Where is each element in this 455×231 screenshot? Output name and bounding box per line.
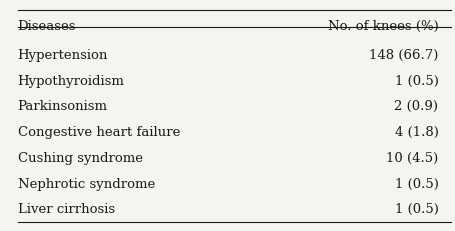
Text: Liver cirrhosis: Liver cirrhosis xyxy=(18,202,115,215)
Text: 4 (1.8): 4 (1.8) xyxy=(394,125,437,138)
Text: Hypothyroidism: Hypothyroidism xyxy=(18,74,124,87)
Text: Diseases: Diseases xyxy=(18,20,76,33)
Text: 1 (0.5): 1 (0.5) xyxy=(394,177,437,190)
Text: 148 (66.7): 148 (66.7) xyxy=(368,49,437,62)
Text: Nephrotic syndrome: Nephrotic syndrome xyxy=(18,177,155,190)
Text: No. of knees (%): No. of knees (%) xyxy=(327,20,437,33)
Text: Hypertension: Hypertension xyxy=(18,49,108,62)
Text: Cushing syndrome: Cushing syndrome xyxy=(18,151,142,164)
Text: Parkinsonism: Parkinsonism xyxy=(18,100,107,113)
Text: Congestive heart failure: Congestive heart failure xyxy=(18,125,180,138)
Text: 10 (4.5): 10 (4.5) xyxy=(385,151,437,164)
Text: 1 (0.5): 1 (0.5) xyxy=(394,202,437,215)
Text: 1 (0.5): 1 (0.5) xyxy=(394,74,437,87)
Text: 2 (0.9): 2 (0.9) xyxy=(394,100,437,113)
